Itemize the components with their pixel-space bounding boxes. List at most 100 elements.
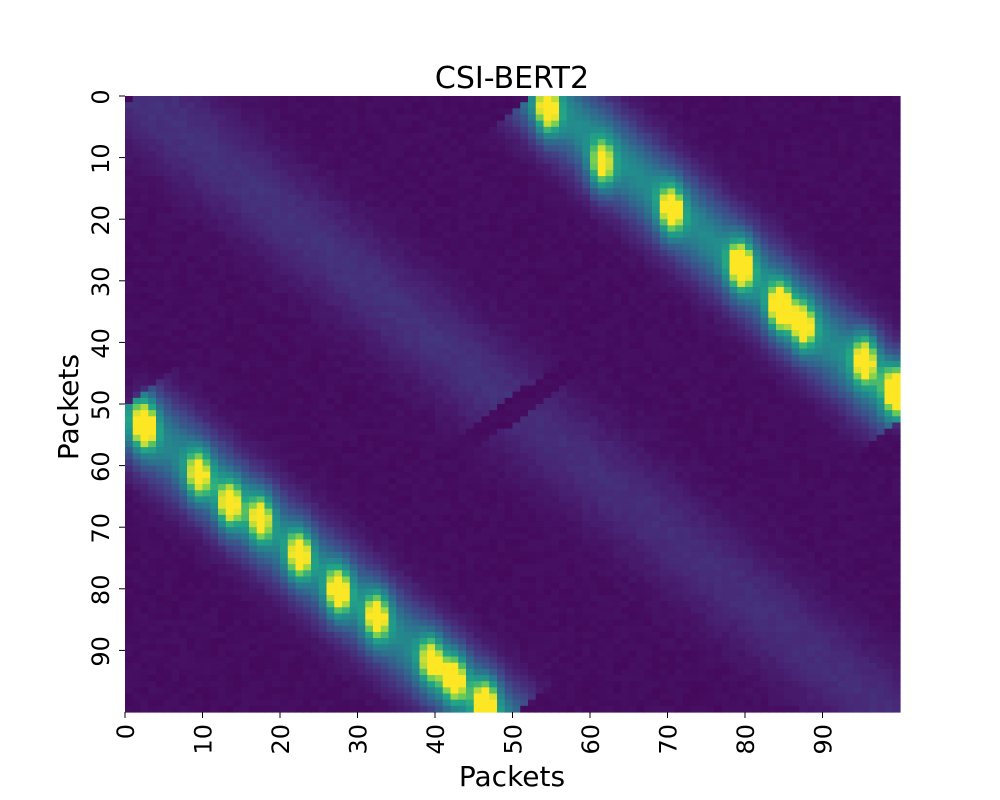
heatmap-cell	[814, 237, 824, 245]
heatmap-cell	[566, 126, 576, 134]
heatmap-cell	[218, 132, 227, 140]
heatmap-cell	[303, 250, 312, 257]
heatmap-cell	[163, 231, 173, 239]
heatmap-cell	[264, 348, 273, 356]
heatmap-cell	[791, 348, 800, 356]
heatmap-cell	[869, 385, 878, 393]
heatmap-cell	[791, 96, 800, 103]
heatmap-cell	[171, 213, 180, 220]
heatmap-cell	[721, 139, 731, 146]
heatmap-cell	[187, 132, 196, 140]
heatmap-cell	[745, 280, 754, 288]
heatmap-cell	[489, 157, 498, 165]
heatmap-cell	[380, 194, 390, 202]
heatmap-cell	[179, 256, 188, 263]
heatmap-cell	[869, 305, 878, 313]
heatmap-cell	[745, 231, 754, 239]
heatmap-cell	[783, 182, 793, 189]
heatmap-cell	[272, 262, 281, 270]
heatmap-cell	[574, 206, 583, 214]
heatmap-cell	[683, 188, 692, 196]
heatmap-cell	[349, 330, 359, 337]
heatmap-cell	[442, 286, 452, 294]
heatmap-cell	[814, 108, 824, 116]
heatmap-cell	[187, 219, 196, 226]
heatmap-cell	[745, 102, 754, 109]
heatmap-cell	[365, 132, 374, 140]
heatmap-cell	[132, 200, 142, 208]
heatmap-cell	[272, 336, 281, 343]
heatmap-cell	[652, 200, 661, 208]
heatmap-cell	[187, 194, 196, 202]
heatmap-cell	[605, 176, 614, 183]
heatmap-cell	[776, 237, 785, 245]
heatmap-cell	[582, 132, 591, 140]
heatmap-cell	[574, 293, 583, 300]
heatmap-cell	[814, 385, 824, 393]
heatmap-cell	[582, 206, 591, 214]
heatmap-cell	[799, 139, 808, 146]
heatmap-cell	[125, 231, 134, 239]
heatmap-cell	[163, 96, 173, 103]
heatmap-cell	[163, 293, 173, 300]
heatmap-cell	[504, 299, 514, 307]
heatmap-cell	[411, 132, 421, 140]
heatmap-cell	[582, 200, 591, 208]
heatmap-cell	[528, 225, 537, 233]
heatmap-cell	[667, 132, 676, 140]
heatmap-cell	[714, 367, 723, 374]
heatmap-cell	[799, 354, 808, 362]
heatmap-cell	[690, 286, 700, 294]
heatmap-cell	[132, 163, 142, 171]
heatmap-cell	[838, 330, 847, 337]
heatmap-cell	[853, 176, 862, 183]
heatmap-cell	[675, 262, 684, 270]
heatmap-cell	[396, 188, 405, 196]
heatmap-cell	[311, 256, 320, 263]
heatmap-cell	[869, 342, 878, 350]
heatmap-cell	[791, 293, 800, 300]
heatmap-cell	[171, 342, 180, 350]
heatmap-cell	[776, 286, 785, 294]
heatmap-cell	[179, 360, 188, 368]
heatmap-cell	[171, 317, 180, 325]
heatmap-cell	[233, 132, 242, 140]
heatmap-cell	[714, 114, 723, 122]
heatmap-cell	[318, 182, 328, 189]
heatmap-cell	[148, 286, 157, 294]
heatmap-cell	[303, 157, 312, 165]
heatmap-cell	[388, 330, 397, 337]
heatmap-cell	[280, 213, 289, 220]
heatmap-cell	[318, 342, 328, 350]
heatmap-cell	[644, 311, 653, 319]
heatmap-cell	[690, 336, 700, 343]
heatmap-cell	[132, 108, 142, 116]
heatmap-cell	[504, 206, 514, 214]
heatmap-cell	[241, 225, 250, 233]
heatmap-cell	[450, 379, 459, 387]
heatmap-cell	[559, 114, 568, 122]
heatmap-cell	[272, 176, 281, 183]
heatmap-cell	[512, 286, 521, 294]
heatmap-cell	[636, 354, 645, 362]
heatmap-cell	[830, 200, 839, 208]
heatmap-cell	[411, 342, 421, 350]
heatmap-cell	[411, 354, 421, 362]
heatmap-cell	[256, 391, 266, 399]
heatmap-cell	[628, 299, 638, 307]
heatmap-cell	[869, 206, 878, 214]
heatmap-cell	[489, 126, 498, 134]
heatmap-cell	[814, 342, 824, 350]
heatmap-cell	[861, 348, 870, 356]
heatmap-cell	[628, 188, 638, 196]
heatmap-cell	[652, 311, 661, 319]
heatmap-cell	[760, 305, 769, 313]
heatmap-cell	[156, 120, 165, 128]
heatmap-cell	[559, 225, 568, 233]
heatmap-cell	[148, 317, 157, 325]
heatmap-cell	[783, 132, 793, 140]
heatmap-cell	[884, 299, 893, 307]
heatmap-cell	[729, 102, 738, 109]
heatmap-cell	[698, 373, 707, 380]
heatmap-cell	[179, 219, 188, 226]
